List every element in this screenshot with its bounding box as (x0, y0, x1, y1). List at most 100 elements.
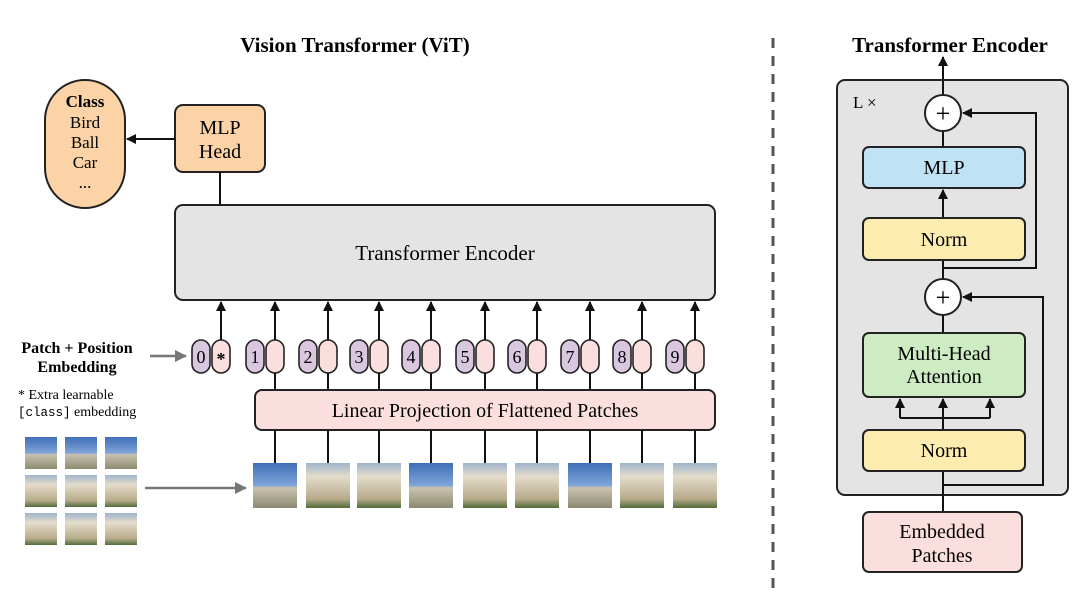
token-row: 0 * 1 2 3 4 5 6 7 8 9 (191, 301, 705, 390)
position-embedding (507, 339, 527, 374)
position-number: 5 (461, 347, 470, 367)
token-pair: 0 * (191, 301, 231, 374)
attention-box (862, 332, 1026, 398)
encoder-detail-title: Transformer Encoder (852, 33, 1048, 57)
image-grid-patch (105, 475, 137, 507)
position-number: 9 (671, 347, 680, 367)
token-pair: 5 (455, 301, 495, 390)
add-node: + (924, 94, 962, 132)
image-patch (568, 463, 612, 508)
token-pair: 7 (560, 301, 600, 390)
image-patch (673, 463, 717, 508)
encoder-box (174, 204, 716, 301)
image-grid-patch (65, 475, 97, 507)
position-embedding (665, 339, 685, 374)
image-grid-patch (25, 475, 57, 507)
note-rest: embedding (71, 405, 137, 420)
add-node: + (924, 278, 962, 316)
image-grid-patch (65, 513, 97, 545)
patch-embedding (421, 339, 441, 374)
image-patch (515, 463, 559, 508)
class-item: ... (79, 173, 92, 192)
position-number: 7 (566, 347, 575, 367)
token-pair: 1 (245, 301, 285, 390)
attention-label: Attention (906, 366, 982, 388)
image-grid-patch (25, 513, 57, 545)
position-embedding (560, 339, 580, 374)
patch-embedding (685, 339, 705, 374)
position-embedding (612, 339, 632, 374)
image-patch (409, 463, 453, 508)
class-output-box (44, 79, 126, 209)
position-number: 4 (407, 347, 416, 367)
token-pair: 2 (298, 301, 338, 390)
residual-connection (943, 292, 1044, 486)
position-number: 0 (197, 347, 206, 367)
embedding-label: Embedding (37, 359, 116, 376)
attention-label: Multi-Head (897, 343, 990, 365)
patch-embedding (580, 339, 600, 374)
class-output: Class Bird Ball Car ... (44, 79, 126, 209)
patch-embedding (475, 339, 495, 374)
note-code: [class] (18, 406, 71, 420)
embedded-patches-box (862, 511, 1023, 573)
image-patch (357, 463, 401, 508)
embedded-patches-label: Patches (911, 545, 972, 567)
note-text: [class] embedding (18, 405, 136, 420)
position-embedding (455, 339, 475, 374)
plus-icon: + (936, 99, 951, 128)
class-item: Bird (70, 113, 101, 132)
class-item: Ball (71, 133, 100, 152)
repeat-label: L × (853, 93, 877, 112)
image-patch (620, 463, 664, 508)
token-pair: 3 (349, 301, 389, 390)
patch-row (253, 430, 717, 508)
patch-embedding (318, 339, 338, 374)
projection-label: Linear Projection of Flattened Patches (332, 400, 639, 422)
patch-embedding (369, 339, 389, 374)
mlp-label: MLP (923, 157, 964, 179)
note-text: * Extra learnable (18, 388, 114, 403)
vit-title: Vision Transformer (ViT) (240, 33, 469, 57)
linear-projection: Linear Projection of Flattened Patches (254, 389, 716, 431)
image-grid-patch (105, 437, 137, 469)
mlp-head-label: Head (199, 141, 241, 163)
norm-box (862, 217, 1026, 261)
position-number: 2 (304, 347, 313, 367)
norm-box (862, 429, 1026, 472)
position-embedding (298, 339, 318, 374)
position-embedding (349, 339, 369, 374)
patch-embedding (527, 339, 547, 374)
connections (895, 56, 1044, 512)
class-item: Car (73, 153, 98, 172)
encoder-label: Transformer Encoder (355, 241, 534, 265)
norm-label: Norm (921, 440, 968, 462)
position-number: 6 (513, 347, 522, 367)
plus-circle (924, 94, 962, 132)
patch-embedding (632, 339, 652, 374)
patch-embedding (265, 339, 285, 374)
mlp-head-label: MLP (199, 117, 240, 139)
position-embedding (191, 339, 211, 374)
image-patch (306, 463, 350, 508)
token-pair: 8 (612, 301, 652, 390)
image-grid-patch (105, 513, 137, 545)
position-embedding (245, 339, 265, 374)
image-grid-patch (25, 437, 57, 469)
class-token-marker: * (217, 349, 226, 369)
mlp-head: MLP Head (174, 104, 266, 173)
residual-connection (943, 108, 1037, 269)
position-number: 1 (251, 347, 260, 367)
image-patch (463, 463, 507, 508)
token-pair: 9 (665, 301, 705, 390)
plus-icon: + (936, 283, 951, 312)
embedding-label: Patch + Position (21, 340, 132, 357)
position-embedding (401, 339, 421, 374)
class-heading: Class (66, 92, 105, 111)
transformer-encoder-block: Transformer Encoder (174, 204, 716, 301)
mlp-box (862, 146, 1026, 189)
token-pair: 6 (507, 301, 547, 390)
image-patch (253, 463, 297, 508)
norm-label: Norm (921, 229, 968, 251)
